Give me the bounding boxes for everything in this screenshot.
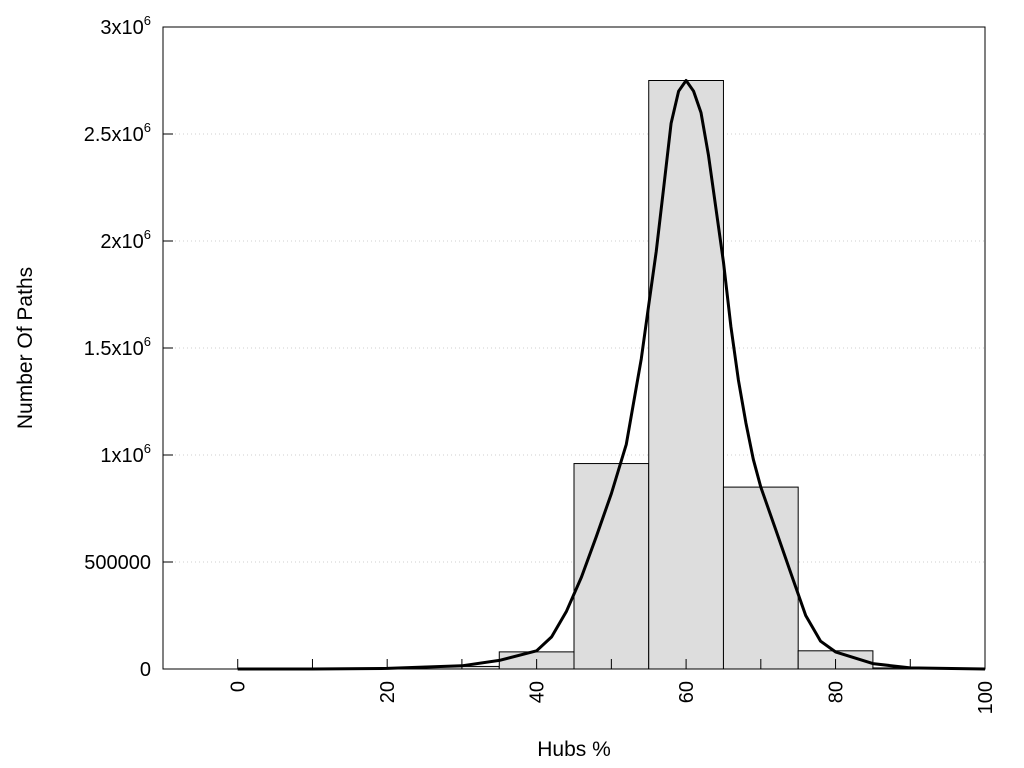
x-tick-label: 20 — [377, 681, 399, 703]
x-tick-label: 80 — [826, 681, 848, 703]
y-tick-label-base: 3x10 — [100, 17, 143, 39]
y-tick-label-exponent: 6 — [144, 13, 151, 28]
y-tick-label: 1.5x106 — [84, 334, 151, 360]
y-tick-label-exponent: 6 — [144, 227, 151, 242]
x-tick-label: 100 — [975, 681, 997, 714]
y-tick-label-base: 1.5x10 — [84, 338, 144, 360]
y-tick-label-base: 2x10 — [100, 231, 143, 253]
y-tick-label: 1x106 — [100, 441, 151, 467]
y-tick-label: 3x106 — [100, 13, 151, 39]
y-tick-label: 2x106 — [100, 227, 151, 253]
y-tick-label-exponent: 6 — [144, 120, 151, 135]
x-axis-title: Hubs % — [537, 738, 611, 761]
y-tick-label: 0 — [140, 659, 151, 681]
y-tick-label-base: 500000 — [84, 552, 151, 574]
y-tick-label-base: 2.5x10 — [84, 124, 144, 146]
x-tick-label: 40 — [527, 681, 549, 703]
y-axis-title: Number Of Paths — [14, 267, 37, 429]
grid-lines — [163, 133, 985, 563]
fit-curve — [237, 79, 986, 671]
x-tick-label: 60 — [676, 681, 698, 703]
y-tick-label: 2.5x106 — [84, 120, 151, 146]
y-tick-label-base: 1x10 — [100, 445, 143, 467]
x-tick-label: 0 — [228, 681, 250, 692]
y-tick-label-base: 0 — [140, 659, 151, 681]
histogram-bar — [722, 486, 799, 670]
y-tick-label: 500000 — [84, 552, 151, 574]
bars — [349, 80, 949, 670]
y-tick-label-exponent: 6 — [144, 441, 151, 456]
y-tick-label-exponent: 6 — [144, 334, 151, 349]
histogram-bar — [648, 80, 724, 670]
x-axis-ticks: 0 20 40 60 80 100 — [228, 659, 997, 714]
